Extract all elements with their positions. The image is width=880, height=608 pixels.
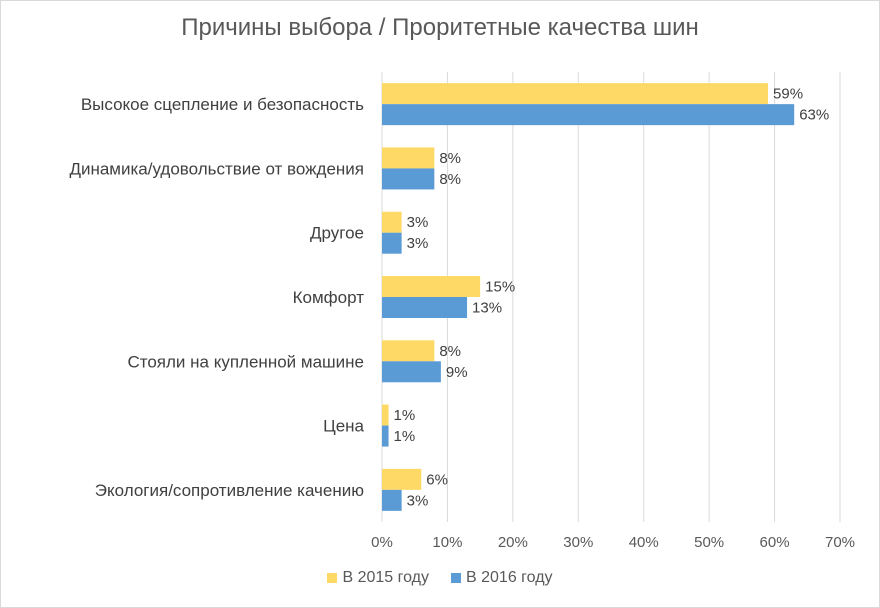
bar-2016 [382,425,389,447]
legend-swatch-2015 [327,573,338,583]
chart-title: Причины выбора / Проритетные качества ши… [181,14,699,41]
legend-swatch-2016 [451,573,461,583]
x-tick-label: 0% [371,534,393,551]
x-tick-label: 60% [760,534,790,551]
legend-label-2016: В 2016 году [466,569,553,586]
category-label: Другое [310,224,364,243]
bar-2015 [382,147,435,169]
legend: В 2015 году В 2016 году [0,569,880,587]
bar-2015 [382,404,389,426]
data-label: 13% [472,300,502,317]
bar-2016 [382,361,441,383]
bar-2015 [382,340,435,362]
data-label: 1% [394,428,416,445]
data-label: 9% [446,364,468,381]
legend-item-2015: В 2015 году [327,569,429,587]
bar-2016 [382,232,402,254]
bar-2015 [382,468,422,490]
data-label: 3% [407,492,429,509]
data-label: 8% [439,171,461,188]
x-tick-label: 20% [498,534,528,551]
data-label: 1% [394,407,416,424]
category-label: Экология/сопротивление качению [95,481,364,500]
data-label: 6% [426,471,448,488]
bar-2016 [382,104,795,126]
data-label: 59% [773,86,803,103]
bar-2015 [382,83,769,105]
bar-2015 [382,276,481,297]
x-tick-label: 70% [825,534,855,551]
bar-2016 [382,297,468,318]
x-tick-label: 40% [629,534,659,551]
data-label: 63% [799,107,829,124]
legend-label-2015: В 2015 году [342,569,429,586]
x-tick-label: 30% [563,534,593,551]
category-label: Цена [323,417,364,436]
x-tick-label: 50% [694,534,724,551]
x-tick-label: 10% [432,534,462,551]
category-label: Комфорт [293,288,365,307]
bar-2016 [382,489,402,511]
data-label: 15% [485,279,515,296]
data-label: 8% [439,150,461,167]
legend-item-2016: В 2016 году [451,569,553,587]
data-label: 3% [407,214,429,231]
data-label: 8% [439,343,461,360]
data-label: 3% [407,235,429,252]
category-label: Динамика/удовольствие от вождения [69,159,364,178]
category-label: Высокое сцепление и безопасность [81,95,364,114]
bar-2015 [382,211,402,233]
bar-2016 [382,168,435,190]
category-label: Стояли на купленной машине [127,352,364,371]
